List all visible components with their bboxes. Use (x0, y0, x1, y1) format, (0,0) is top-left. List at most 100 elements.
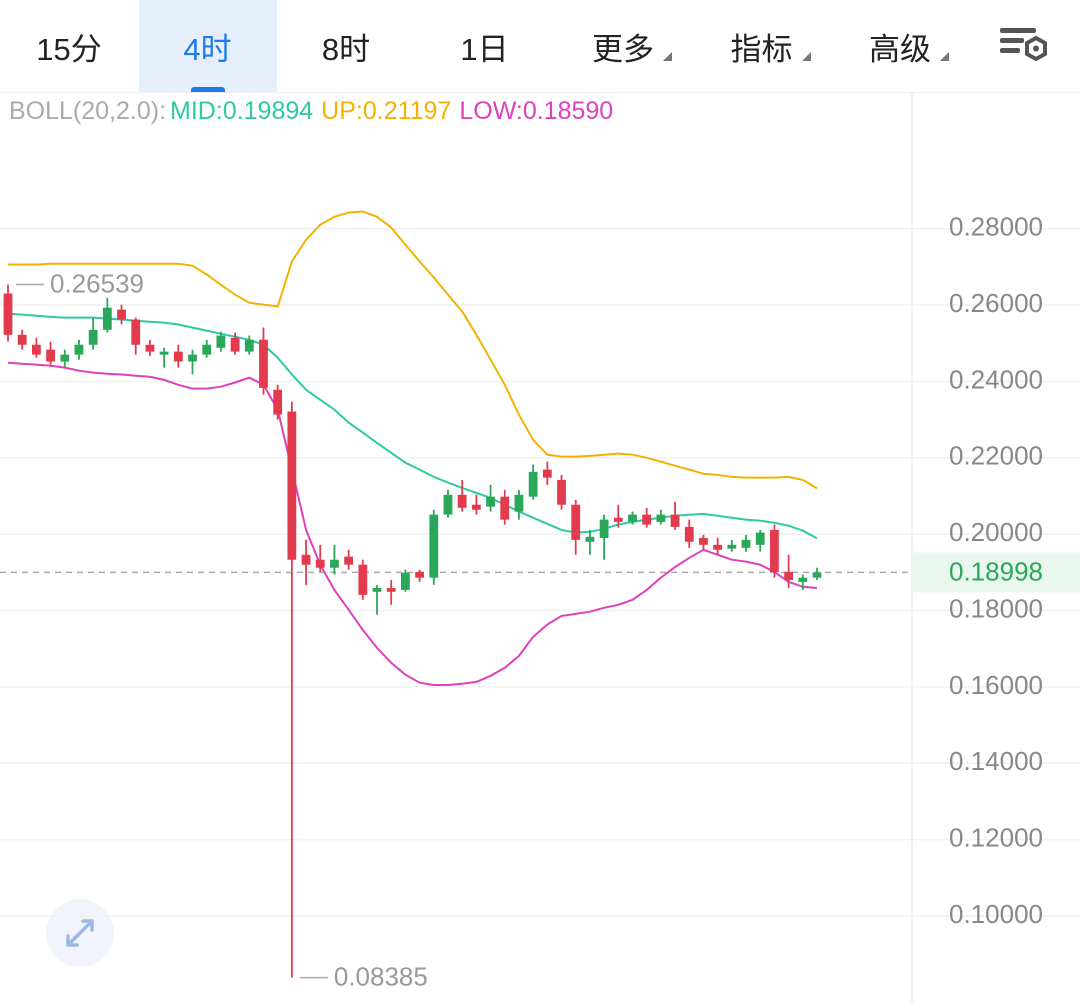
candle (471, 494, 481, 515)
candle-body (628, 514, 637, 522)
candle (443, 489, 453, 518)
candle-body (315, 559, 325, 568)
candle-body (301, 554, 311, 565)
candle-body (741, 539, 751, 548)
grid (0, 227, 1080, 917)
min-label: 0.08385 (334, 962, 428, 992)
y-tick-label: 0.24000 (949, 364, 1043, 394)
candle-body (145, 344, 155, 352)
candle (542, 461, 552, 485)
candle-body (542, 469, 552, 478)
max-label: 0.26539 (50, 268, 144, 298)
y-tick-label: 0.18000 (949, 593, 1043, 623)
candle (88, 317, 98, 350)
candle (244, 335, 254, 355)
candle-body (599, 519, 609, 538)
settings-icon[interactable] (1000, 28, 1047, 62)
legend-entry: LOW:0.18590 (459, 97, 614, 125)
candle-body (798, 577, 808, 582)
tab-bar: 15分 4时 8时 1日 更多 指标 高级 (0, 0, 1080, 93)
candle-body (330, 559, 339, 568)
candle (173, 344, 183, 368)
expand-button[interactable] (46, 899, 114, 967)
candle-body (571, 504, 581, 540)
candle-body (585, 536, 595, 542)
candle (770, 524, 779, 578)
candle-body (755, 532, 765, 545)
candle-body (287, 411, 297, 560)
candle-body (216, 335, 226, 348)
candle-body (613, 517, 623, 522)
legend: BOLL(20,2.0): MID:0.19894 UP:0.21197 LOW:0.… (9, 97, 621, 126)
candle-body (514, 494, 524, 512)
candle-body (670, 514, 680, 527)
last-price-label: 0.18998 (949, 556, 1043, 586)
candle-body (528, 471, 538, 497)
candle-body (372, 587, 382, 592)
candle-body (358, 564, 368, 595)
candle-body (74, 344, 84, 355)
tab[interactable]: 1日 (460, 31, 509, 67)
candle (784, 554, 794, 588)
candle (145, 339, 155, 356)
candle (17, 329, 27, 350)
y-tick-label: 0.22000 (949, 441, 1043, 471)
candle (500, 489, 510, 525)
candle (259, 327, 268, 395)
candle (31, 337, 41, 358)
y-tick-label: 0.26000 (949, 288, 1043, 318)
candle (401, 569, 410, 592)
band-line (7, 361, 818, 686)
candle-body (259, 339, 268, 388)
candle-body (784, 571, 794, 580)
y-tick-label: 0.14000 (949, 746, 1043, 776)
candle-body (500, 496, 510, 520)
band-line (8, 210, 818, 490)
candle (46, 341, 55, 365)
candle (755, 529, 765, 552)
candle (188, 349, 197, 375)
candle-body (17, 334, 27, 345)
candle-body (117, 309, 126, 320)
candle (202, 339, 212, 358)
tab[interactable]: 高级 (831, 0, 969, 92)
candle-body (386, 587, 396, 592)
candle (684, 519, 694, 548)
candle (486, 484, 495, 512)
candle (429, 509, 439, 585)
y-tick-label: 0.16000 (949, 670, 1043, 700)
candle-body (244, 339, 254, 352)
tab[interactable]: 更多 (554, 0, 692, 92)
band-line (7, 312, 818, 540)
y-tick-label: 0.28000 (949, 212, 1043, 242)
candle (727, 539, 737, 552)
candle (699, 534, 708, 550)
tab[interactable]: 4时 (138, 0, 277, 92)
candle (372, 584, 382, 615)
candle-body (471, 504, 481, 510)
candle (528, 464, 538, 500)
candle-body (557, 479, 566, 505)
tab[interactable]: 8时 (321, 31, 371, 67)
candle-body (812, 572, 822, 578)
legend-entry: MID:0.19894 (170, 97, 314, 125)
candle (159, 347, 169, 368)
candle-body (486, 496, 495, 507)
tab[interactable]: 指标 (693, 0, 831, 92)
candle-body (415, 571, 424, 578)
last-price-box (913, 552, 1080, 593)
candle (415, 569, 424, 582)
candle (74, 339, 84, 360)
candle (102, 297, 112, 333)
candle-body (273, 389, 283, 415)
tab[interactable]: 15分 (36, 31, 102, 67)
candle-body (429, 514, 439, 578)
candle (358, 559, 368, 600)
candle-body (173, 351, 183, 362)
candle (670, 501, 680, 530)
candle-body (713, 544, 723, 550)
candle (656, 509, 666, 525)
candle (514, 489, 524, 520)
candle-body (457, 494, 467, 508)
